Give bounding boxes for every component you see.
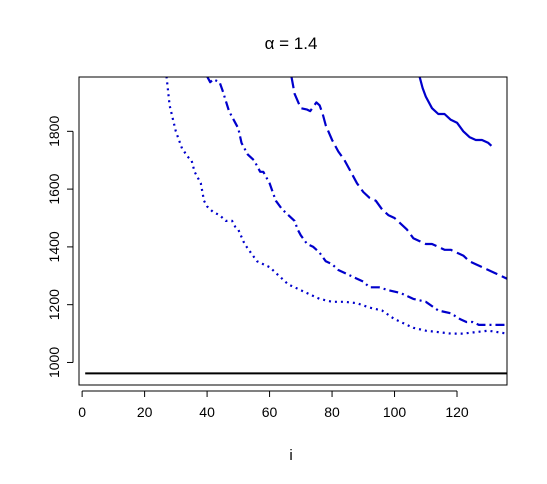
x-tick-label: 80 (324, 404, 340, 420)
plot-frame (78, 76, 508, 386)
series-layer (85, 77, 507, 375)
x-tick-label: 0 (78, 404, 86, 420)
series-line-4 (418, 77, 493, 147)
y-tick-label: 1600 (46, 173, 62, 204)
series-line-1 (165, 77, 507, 335)
x-tick-label: 60 (262, 404, 278, 420)
y-tick-label: 1200 (46, 289, 62, 320)
y-tick-label: 1000 (46, 347, 62, 378)
plot-clip-group (85, 77, 507, 375)
x-axis: 0 20 40 60 80 100 120 (78, 390, 469, 420)
y-tick-label: 1400 (46, 231, 62, 262)
x-tick-label: 40 (199, 404, 215, 420)
x-tick-label: 20 (137, 404, 153, 420)
y-axis: 1000 1200 1400 1600 1800 (46, 116, 74, 378)
series-line-3 (290, 77, 507, 280)
y-tick-label: 1800 (46, 116, 62, 147)
series-line-2 (206, 77, 507, 326)
x-axis-title: i (289, 447, 292, 464)
x-tick-label: 120 (445, 404, 469, 420)
x-tick-label: 100 (383, 404, 407, 420)
chart-title: α = 1.4 (265, 34, 318, 53)
